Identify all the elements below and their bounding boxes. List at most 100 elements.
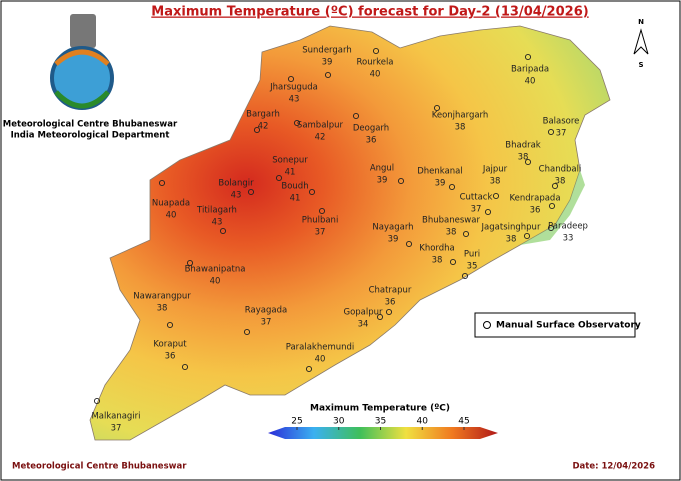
station-temp: 39 — [377, 176, 388, 186]
station-temp: 37 — [315, 228, 326, 238]
station-marker — [524, 53, 532, 61]
station-marker — [352, 112, 360, 120]
colorbar-tick-label: 30 — [333, 417, 345, 427]
station-temp: 36 — [366, 136, 377, 146]
station-marker — [158, 179, 166, 187]
north-arrow — [633, 28, 649, 55]
station-marker — [93, 397, 101, 405]
station-marker — [305, 365, 313, 373]
station-marker — [219, 227, 227, 235]
station-temp: 33 — [563, 234, 574, 244]
station-temp: 39 — [435, 179, 446, 189]
station-marker — [547, 224, 555, 232]
map-title: Maximum Temperature (ºC) forecast for Da… — [151, 5, 588, 20]
station-marker — [484, 208, 492, 216]
station-marker — [524, 158, 532, 166]
station-temp: 36 — [165, 352, 176, 362]
legend-box — [474, 312, 636, 338]
station-name: Bhubaneswar — [422, 216, 480, 226]
station-temp: 38 — [506, 235, 517, 245]
station-temp: 38 — [157, 304, 168, 314]
station-name: Dhenkanal — [417, 167, 463, 177]
station-name: Paradeep — [548, 222, 588, 232]
station-marker — [405, 240, 413, 248]
station-temp: 43 — [212, 218, 223, 228]
station-name: Rayagada — [245, 306, 287, 316]
station-temp: 36 — [530, 206, 541, 216]
colorbar-title: Maximum Temperature (ºC) — [310, 404, 450, 414]
colorbar-tick-label: 45 — [458, 417, 469, 427]
station-temp: 37 — [261, 318, 272, 328]
station-marker — [397, 177, 405, 185]
station-marker — [318, 207, 326, 215]
colorbar-tick-label: 35 — [375, 417, 386, 427]
station-name: Khordha — [419, 244, 455, 254]
station-marker — [275, 174, 283, 182]
station-name: Bhawanipatna — [185, 265, 246, 275]
station-name: Malkanagiri — [91, 412, 140, 422]
station-name: Angul — [370, 164, 394, 174]
station-marker — [376, 313, 384, 321]
station-name: Bargarh — [246, 110, 280, 120]
station-name: Jharsuguda — [269, 83, 318, 93]
south-label: S — [638, 61, 643, 69]
station-marker — [253, 126, 261, 134]
station-temp: 39 — [388, 235, 399, 245]
north-label: N — [638, 18, 644, 26]
station-marker — [308, 188, 316, 196]
station-name: Nayagarh — [372, 223, 413, 233]
station-temp: 38 — [518, 153, 529, 163]
station-name: Phulbani — [302, 216, 339, 226]
station-name: Paralakhemundi — [286, 343, 355, 353]
station-marker — [523, 232, 531, 240]
station-name: Titilagarh — [196, 206, 237, 216]
station-temp: 35 — [467, 262, 478, 272]
station-name: Chandbali — [539, 165, 582, 175]
station-marker — [433, 104, 441, 112]
station-marker — [243, 328, 251, 336]
station-name: Nawarangpur — [133, 292, 191, 302]
station-name: Bhadrak — [505, 141, 541, 151]
station-temp: 39 — [322, 58, 333, 68]
station-marker — [293, 119, 301, 127]
station-marker — [449, 258, 457, 266]
station-name: Puri — [464, 250, 480, 260]
station-marker — [462, 230, 470, 238]
station-marker — [448, 183, 456, 191]
station-name: Jajpur — [482, 165, 508, 175]
station-temp: 36 — [385, 298, 396, 308]
station-name: Boudh — [281, 182, 308, 192]
station-temp: 43 — [289, 95, 300, 105]
legend-label: Manual Surface Observatory — [496, 321, 641, 331]
colorbar-tick-label: 25 — [291, 417, 302, 427]
emblem — [50, 14, 114, 110]
org-name: Meteorological Centre Bhubaneswar — [3, 120, 178, 130]
footer-org: Meteorological Centre Bhubaneswar — [12, 462, 187, 472]
station-name: Chatrapur — [369, 286, 412, 296]
station-marker — [324, 71, 332, 79]
station-temp: 41 — [290, 194, 301, 204]
station-temp: 37 — [111, 424, 122, 434]
legend-marker — [483, 321, 491, 329]
dept-name: India Meteorological Department — [11, 131, 170, 141]
station-name: Rourkela — [356, 58, 393, 68]
station-name: Bolangir — [218, 179, 254, 189]
state-outline — [89, 25, 611, 441]
station-temp: 41 — [285, 168, 296, 178]
station-marker — [372, 47, 380, 55]
station-temp: 40 — [315, 355, 326, 365]
station-marker — [247, 188, 255, 196]
station-marker — [548, 202, 556, 210]
station-name: Sundergarh — [302, 46, 351, 56]
station-name: Sonepur — [272, 156, 308, 166]
colorbar — [268, 427, 498, 439]
station-temp: 37 — [556, 129, 567, 139]
station-marker — [186, 259, 194, 267]
station-temp: 34 — [358, 320, 369, 330]
station-temp: 38 — [490, 177, 501, 187]
station-temp: 42 — [315, 133, 326, 143]
station-temp: 42 — [258, 122, 269, 132]
station-temp: 38 — [432, 256, 443, 266]
station-marker — [166, 321, 174, 329]
